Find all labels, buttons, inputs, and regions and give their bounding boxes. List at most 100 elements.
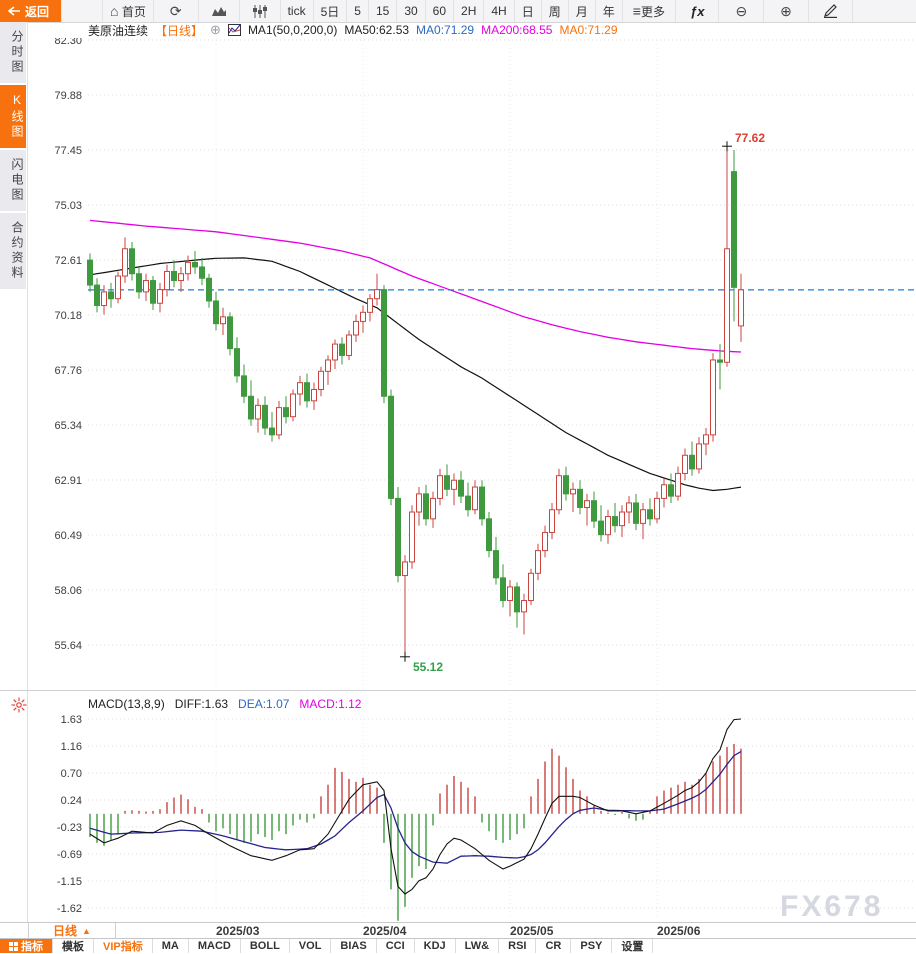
svg-text:55.12: 55.12 [413,660,443,674]
zoom-out-icon: ⊖ [735,3,748,19]
sidebar-item-lightning-chart[interactable]: 闪电图 [0,150,26,211]
home-button[interactable]: ⌂ 首页 [103,0,154,22]
tab-label: 模板 [62,941,84,953]
tab-label: 指标 [21,941,43,953]
main-candlestick-chart[interactable]: 82.30 79.88 77.45 75.03 72.61 70.18 67.76 65.34… [0,35,916,690]
add-indicator-icon[interactable]: ⊕ [210,22,221,37]
svg-text:77.45: 77.45 [54,145,82,157]
interval-label: 4H [491,4,507,18]
interval-2h[interactable]: 2H [454,0,485,22]
month-label: 2025/06 [657,924,701,938]
more-label: 更多 [640,4,665,19]
back-button[interactable]: 返回 [0,0,63,22]
area-chart-button[interactable] [199,0,240,22]
sidebar-item-time-chart[interactable]: 分时图 [0,22,26,83]
area-chart-icon [211,7,226,16]
refresh-icon: ⟳ [169,3,182,19]
svg-text:-1.62: -1.62 [57,903,82,915]
interval-year[interactable]: 年 [596,0,623,22]
period-selector[interactable]: 日线 ▲ [28,923,116,939]
svg-text:82.30: 82.30 [54,38,82,47]
svg-text:65.34: 65.34 [54,420,82,432]
svg-text:75.03: 75.03 [54,200,82,212]
macd-header: MACD(13,8,9) DIFF:1.63 DEA:1.07 MACD:1.1… [88,697,361,711]
macd-title: MACD(13,8,9) [88,697,165,711]
top-toolbar: 返回 ⌂ 首页 ⟳ tick 5日 5 15 30 60 2H 4H 日 周 月… [0,0,916,23]
interval-60m[interactable]: 60 [426,0,455,22]
chart-header: 美原油连续 【日线】 ⊕ MA1(50,0,200,0) MA50:62.53 … [88,22,618,38]
interval-label: tick [287,4,306,18]
tab-rsi[interactable]: RSI [499,939,537,953]
tab-boll[interactable]: BOLL [241,939,290,953]
svg-text:58.06: 58.06 [54,585,82,597]
tab-label: CCI [385,940,405,952]
month-label: 2025/03 [216,924,260,938]
indicator-settings-icon[interactable] [11,697,27,713]
interval-label: 15 [375,4,390,18]
svg-text:72.61: 72.61 [54,255,82,267]
interval-month[interactable]: 月 [569,0,596,22]
tab-psy[interactable]: PSY [571,939,613,953]
tab-label: BIAS [340,940,367,952]
tab-label: MACD [197,940,231,952]
back-label: 返回 [25,4,50,19]
period-selector-label: 日线 [53,924,78,938]
ma-settings: MA1(50,0,200,0) [247,23,338,37]
zoom-out-button[interactable]: ⊖ [719,0,765,22]
svg-text:60.49: 60.49 [54,530,82,542]
tab-lwr[interactable]: LW& [456,939,500,953]
tab-ma[interactable]: MA [153,939,189,953]
kline-style-button[interactable] [240,0,281,22]
zoom-in-button[interactable]: ⊕ [764,0,809,22]
interval-5m[interactable]: 5 [347,0,369,22]
tab-vip-indicators[interactable]: VIP指标 [94,939,153,953]
tab-macd[interactable]: MACD [189,939,241,953]
tab-label: PSY [580,940,603,952]
macd-indicator-chart[interactable]: 1.63 1.16 0.70 0.24 -0.23 -0.69 -1.15 -1.62 [0,690,916,923]
tab-label: RSI [508,940,527,952]
interval-label: 日 [521,4,534,19]
interval-week[interactable]: 周 [542,0,569,22]
interval-label: 2H [461,4,477,18]
interval-tick[interactable]: tick [281,0,314,22]
interval-15m[interactable]: 15 [369,0,398,22]
tab-cr[interactable]: CR [536,939,572,953]
more-button[interactable]: ≡ 更多 [623,0,676,22]
svg-text:1.63: 1.63 [61,714,82,726]
tab-vol[interactable]: VOL [290,939,332,953]
svg-text:77.62: 77.62 [735,131,765,145]
tab-label: BOLL [249,940,280,952]
macd-macd-value: MACD:1.12 [299,697,362,711]
tab-settings[interactable]: 设置 [612,939,654,953]
ma0-value-orange: MA0:71.29 [559,23,618,37]
svg-text:0.70: 0.70 [61,768,82,780]
tab-cci[interactable]: CCI [377,939,415,953]
tab-label: VIP指标 [103,941,143,953]
tab-templates[interactable]: 模板 [53,939,94,953]
interval-label: 30 [404,4,418,18]
tab-indicators[interactable]: 指标 [0,939,53,953]
refresh-button[interactable]: ⟳ [154,0,199,22]
ma50-value: MA50:62.53 [344,23,410,37]
interval-label: 周 [548,4,561,19]
svg-text:1.16: 1.16 [61,741,82,753]
period-label: 【日线】 [155,23,204,38]
mini-kline-icon [227,24,241,36]
svg-text:55.64: 55.64 [54,640,82,652]
interval-5d[interactable]: 5日 [314,0,348,22]
interval-day[interactable]: 日 [515,0,542,22]
indicator-tab-bar: 指标 模板 VIP指标 MA MACD BOLL VOL BIAS CCI KD… [0,938,916,953]
tab-bias[interactable]: BIAS [331,939,377,953]
interval-4h[interactable]: 4H [484,0,515,22]
left-sidebar: 分时图 K线图 闪电图 合约资料 [0,22,27,291]
sidebar-item-contract-info[interactable]: 合约资料 [0,213,26,289]
tab-kdj[interactable]: KDJ [415,939,456,953]
tab-label: LW& [464,940,490,952]
interval-30m[interactable]: 30 [397,0,426,22]
tab-label: CR [545,940,562,952]
sidebar-item-kline-chart[interactable]: K线图 [0,85,26,148]
interval-label: 60 [432,4,447,18]
draw-button[interactable] [809,0,853,22]
fx-button[interactable]: ƒx [676,0,720,22]
grid-icon [9,941,18,951]
